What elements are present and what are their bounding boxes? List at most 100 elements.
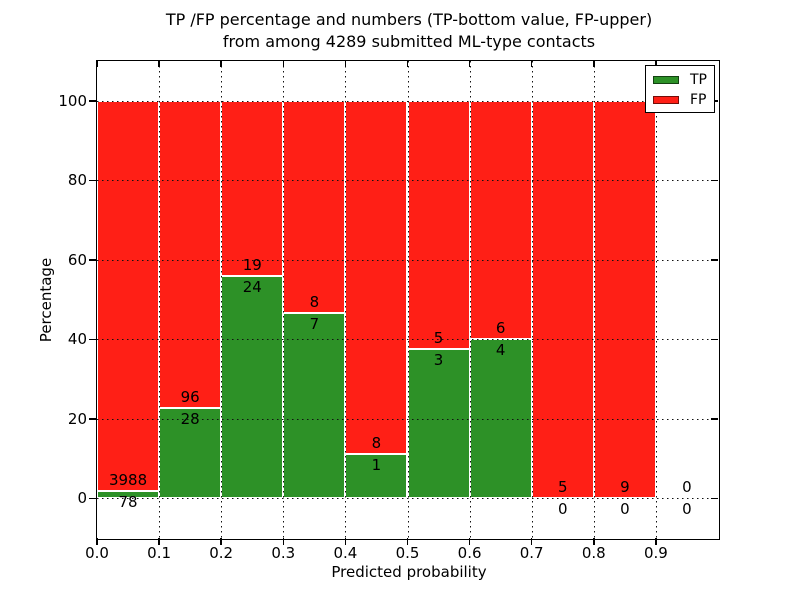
v-gridline-0.7 xyxy=(531,61,533,538)
x-tick-bottom-0.1 xyxy=(158,538,160,545)
y-tick-label-20: 20 xyxy=(67,409,87,428)
fp-count-label-0: 3988 xyxy=(108,470,148,489)
chart-title-line2: from among 4289 submitted ML-type contac… xyxy=(222,32,596,51)
tp-legend-swatch xyxy=(653,76,679,84)
y-tick-label-40: 40 xyxy=(67,330,87,349)
x-tick-label-0.9: 0.9 xyxy=(643,544,668,562)
x-tick-label-0.4: 0.4 xyxy=(333,544,358,562)
x-tick-label-0: 0.0 xyxy=(85,544,109,562)
v-gridline-0.9 xyxy=(655,61,657,538)
y-tick-left-0 xyxy=(89,497,96,499)
x-tick-top-0 xyxy=(96,61,98,67)
tp-count-label-4: 1 xyxy=(371,456,382,475)
chart-title: TP /FP percentage and numbers (TP-bottom… xyxy=(96,9,722,53)
x-tick-top-0.6 xyxy=(468,61,471,67)
fp-bar-segment-5 xyxy=(407,100,470,350)
y-tick-label-100: 100 xyxy=(58,91,87,110)
tp-bar-segment-2 xyxy=(221,276,284,499)
x-tick-label-0.3: 0.3 xyxy=(271,544,296,562)
x-tick-label-0.8: 0.8 xyxy=(581,544,606,562)
plot-area: TP FP 3988 78 96 28 19 24 8 7 8 1 5 3 6 4 5 0 9 0 0 0 0 20 40 6… xyxy=(58,60,720,562)
fp-bar-segment-6 xyxy=(469,100,532,340)
tp-count-label-2: 24 xyxy=(242,278,262,297)
fp-bar-segment-8 xyxy=(593,100,656,499)
x-tick-label-0.5: 0.5 xyxy=(395,544,420,562)
x-tick-top-0.9 xyxy=(655,61,657,67)
x-tick-bottom-0.2 xyxy=(220,538,222,545)
y-tick-left-20 xyxy=(89,418,96,420)
fp-count-label-7: 5 xyxy=(557,478,568,497)
v-gridline-0.4 xyxy=(345,61,347,538)
legend-item-tp: TP xyxy=(653,70,714,90)
x-tick-bottom-0 xyxy=(96,538,98,545)
tp-count-label-7: 0 xyxy=(557,500,568,519)
x-tick-bottom-0.3 xyxy=(282,538,285,545)
tp-count-label-8: 0 xyxy=(620,500,630,519)
x-axis-label: Predicted probability xyxy=(331,563,487,581)
tp-count-label-1: 28 xyxy=(180,410,200,429)
v-gridline-0.3 xyxy=(283,61,285,538)
y-tick-label-80: 80 xyxy=(67,171,87,190)
y-tick-right-80 xyxy=(711,179,718,181)
x-tick-bottom-0.7 xyxy=(530,538,533,545)
legend: TP FP xyxy=(645,65,715,113)
legend-item-fp: FP xyxy=(653,90,714,110)
fp-count-label-1: 96 xyxy=(180,388,200,407)
y-tick-left-100 xyxy=(89,100,96,102)
tp-count-label-0: 78 xyxy=(118,492,138,511)
fp-count-label-9: 0 xyxy=(682,478,692,497)
x-tick-label-0.2: 0.2 xyxy=(209,544,234,562)
tp-legend-label: TP xyxy=(690,72,707,88)
x-tick-label-0.6: 0.6 xyxy=(457,544,482,562)
fp-count-label-6: 6 xyxy=(495,319,506,338)
x-tick-top-0.3 xyxy=(282,61,285,67)
x-tick-top-0.4 xyxy=(344,61,347,67)
x-tick-bottom-0.9 xyxy=(655,538,657,545)
x-tick-top-0.8 xyxy=(593,61,595,67)
tp-bar-segment-5 xyxy=(407,349,470,499)
fp-bar-segment-4 xyxy=(345,100,408,455)
fp-count-label-5: 5 xyxy=(433,329,444,348)
y-tick-left-40 xyxy=(89,338,96,340)
fp-legend-label: FP xyxy=(690,92,707,108)
fp-legend-swatch xyxy=(653,96,679,104)
v-gridline-0.6 xyxy=(469,61,471,538)
fp-bar-segment-1 xyxy=(159,100,222,409)
x-tick-bottom-0.6 xyxy=(468,538,471,545)
tp-count-label-6: 4 xyxy=(495,341,506,360)
y-tick-right-40 xyxy=(711,338,718,340)
tp-bar-segment-1 xyxy=(159,408,222,499)
v-gridline-0.8 xyxy=(593,61,595,538)
x-tick-label-0.1: 0.1 xyxy=(147,544,172,562)
x-tick-top-0.7 xyxy=(530,61,533,67)
fp-bar-segment-2 xyxy=(221,100,284,277)
y-tick-right-60 xyxy=(711,259,718,261)
y-tick-right-0 xyxy=(711,497,718,499)
y-tick-left-80 xyxy=(89,179,96,181)
tp-bar-segment-0 xyxy=(97,490,160,499)
x-tick-label-0.7: 0.7 xyxy=(519,544,544,562)
fp-bar-segment-7 xyxy=(531,100,594,499)
chart-title-line1: TP /FP percentage and numbers (TP-bottom… xyxy=(165,10,653,29)
v-gridline-0.5 xyxy=(407,61,409,538)
y-tick-label-60: 60 xyxy=(67,250,87,269)
fp-bar-segment-0 xyxy=(97,100,160,491)
x-tick-top-0.5 xyxy=(406,61,409,67)
v-gridline-0.1 xyxy=(159,61,161,538)
y-axis-label: Percentage xyxy=(37,257,55,343)
x-tick-bottom-0.5 xyxy=(406,538,409,545)
fp-count-label-2: 19 xyxy=(242,256,262,275)
y-tick-label-0: 0 xyxy=(77,489,87,508)
x-tick-bottom-0.8 xyxy=(593,538,595,545)
tp-count-label-9: 0 xyxy=(682,500,692,519)
tp-count-label-5: 3 xyxy=(433,351,444,370)
tp-count-label-3: 7 xyxy=(309,314,320,333)
fp-bar-segment-3 xyxy=(283,100,346,313)
fp-count-label-3: 8 xyxy=(309,292,320,311)
x-tick-top-0.2 xyxy=(220,61,222,67)
x-tick-bottom-0.4 xyxy=(344,538,347,545)
y-tick-left-60 xyxy=(89,259,96,261)
tp-bar-segment-3 xyxy=(283,312,346,499)
v-gridline-0.2 xyxy=(221,61,223,538)
